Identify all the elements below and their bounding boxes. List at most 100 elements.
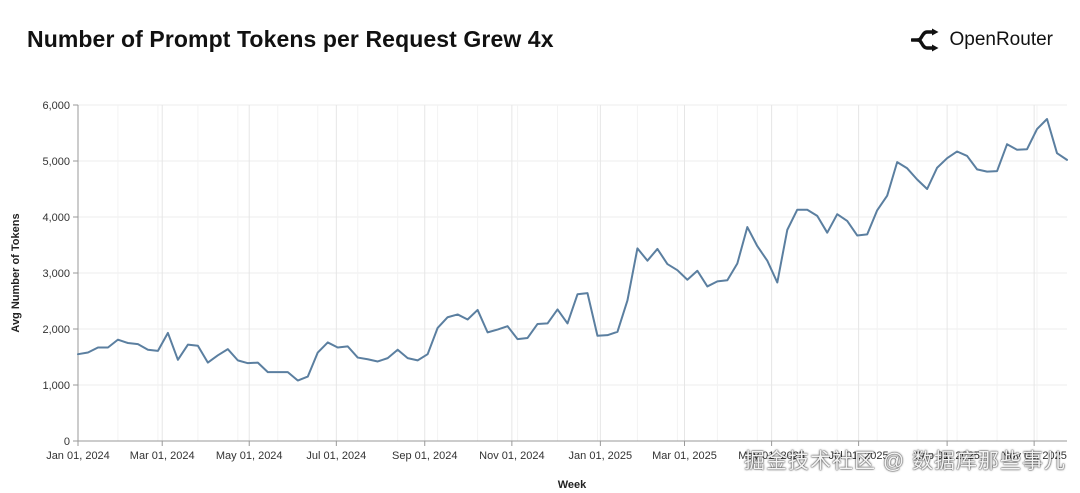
data-point [137, 343, 139, 345]
data-point [816, 215, 818, 217]
data-point [576, 293, 578, 295]
x-axis-label: Week [558, 479, 587, 491]
y-tick-label: 1,000 [42, 380, 70, 392]
data-point [187, 344, 189, 346]
data-point [856, 234, 858, 236]
data-point [407, 357, 409, 359]
y-tick-label: 0 [64, 436, 70, 448]
data-point [267, 371, 269, 373]
data-point [337, 346, 339, 348]
data-point [826, 232, 828, 234]
data-point [716, 280, 718, 282]
data-point [1026, 148, 1028, 150]
data-point [367, 358, 369, 360]
data-point [197, 345, 199, 347]
x-tick-label: Jan 01, 2024 [46, 450, 110, 462]
data-point [387, 357, 389, 359]
series-layer [77, 118, 1068, 382]
data-point [726, 279, 728, 281]
data-point [596, 335, 598, 337]
data-point [107, 346, 109, 348]
data-point [996, 170, 998, 172]
data-point [287, 371, 289, 373]
x-tick-label: Mar 01, 2024 [130, 450, 195, 462]
data-point [776, 282, 778, 284]
data-point [706, 285, 708, 287]
data-point [766, 260, 768, 262]
data-point [217, 354, 219, 356]
y-tick-label: 6,000 [42, 100, 70, 112]
data-point [207, 362, 209, 364]
data-point [297, 380, 299, 382]
x-tick-label: Nov 01, 2025 [1001, 450, 1066, 462]
data-point [926, 188, 928, 190]
brand-name: OpenRouter [949, 29, 1053, 50]
data-point [906, 167, 908, 169]
data-point [517, 338, 519, 340]
data-point [77, 353, 79, 355]
data-point [846, 220, 848, 222]
grid-layer [77, 104, 1067, 442]
data-point [806, 209, 808, 211]
data-point [307, 376, 309, 378]
data-point [646, 260, 648, 262]
data-point [97, 346, 99, 348]
data-point [567, 322, 569, 324]
data-point [636, 247, 638, 249]
data-point [1066, 159, 1068, 161]
data-point [527, 337, 529, 339]
data-point [586, 292, 588, 294]
openrouter-logo-icon [911, 28, 939, 52]
data-point [507, 325, 509, 327]
data-point [497, 329, 499, 331]
data-point [467, 318, 469, 320]
data-point [956, 150, 958, 152]
data-point [1006, 143, 1008, 145]
data-point [626, 299, 628, 301]
data-point [447, 316, 449, 318]
data-point [377, 360, 379, 362]
data-point [696, 270, 698, 272]
data-point [966, 155, 968, 157]
axes-layer: 0 1,000 2,000 3,000 4,000 5,000 6,000 Jan 01, 2… [42, 100, 1067, 462]
data-point [916, 178, 918, 180]
y-axis-label: Avg Number of Tokens [10, 213, 22, 332]
y-tick-label: 3,000 [42, 268, 70, 280]
data-point [327, 341, 329, 343]
data-point [796, 209, 798, 211]
data-point [1046, 118, 1048, 120]
data-point [946, 157, 948, 159]
data-point [87, 352, 89, 354]
data-point [557, 308, 559, 310]
data-point [457, 313, 459, 315]
x-tick-label: Nov 01, 2024 [479, 450, 544, 462]
data-point [247, 362, 249, 364]
data-point [347, 345, 349, 347]
data-point [167, 332, 169, 334]
x-tick-label: May 01, 2024 [216, 450, 283, 462]
data-point [1036, 128, 1038, 130]
data-point [277, 371, 279, 373]
data-point [147, 349, 149, 351]
y-tick-label: 5,000 [42, 156, 70, 168]
data-point [227, 348, 229, 350]
data-point [936, 167, 938, 169]
data-point [866, 233, 868, 235]
data-point [117, 339, 119, 341]
data-point [986, 171, 988, 173]
data-point [756, 245, 758, 247]
data-point [237, 359, 239, 361]
brand[interactable]: OpenRouter [911, 28, 1053, 52]
data-point [616, 331, 618, 333]
data-point [1056, 152, 1058, 154]
x-tick-label: Sep 01, 2024 [392, 450, 457, 462]
data-point [736, 262, 738, 264]
data-point [127, 342, 129, 344]
data-point [876, 209, 878, 211]
data-point [417, 359, 419, 361]
data-point [547, 322, 549, 324]
data-point [656, 248, 658, 250]
data-point [437, 327, 439, 329]
x-tick-label: Jul 01, 2025 [829, 450, 889, 462]
